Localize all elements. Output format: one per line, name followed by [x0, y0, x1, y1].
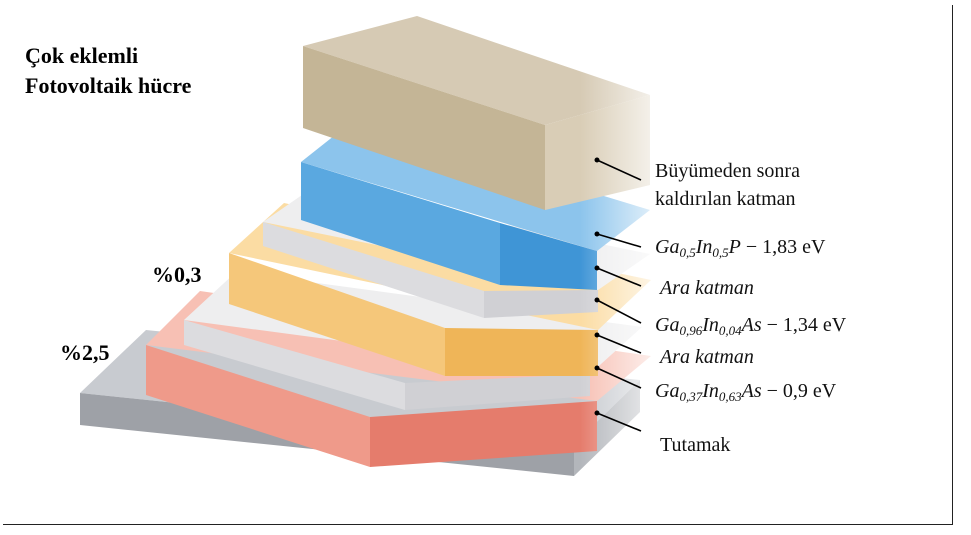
title-line-2: Fotovoltaik hücre [25, 73, 192, 98]
label-gainas-0-37: Ga0,37In0,63As − 0,9 eV [655, 377, 836, 411]
label-gainas-0-96: Ga0,96In0,04As − 1,34 eV [655, 311, 846, 345]
label-gainp: Ga0,5In0,5P − 1,83 eV [655, 233, 825, 267]
title-line-1: Çok eklemli [25, 43, 139, 68]
formula-sub1: 0,96 [679, 323, 703, 338]
label-handle: Tutamak [660, 434, 731, 456]
thickness-upper: %0,3 [152, 262, 202, 287]
leader-gainp [596, 233, 642, 248]
formula-sub2: 0,5 [712, 245, 729, 260]
formula-el3: As [741, 314, 762, 336]
diagram-title: Çok eklemli Fotovoltaik hücre [25, 41, 191, 101]
leader-handle [596, 412, 642, 432]
formula-el1: Ga [655, 380, 680, 402]
label-ara-katman-2: Ara katman [660, 346, 754, 368]
label-removed-line-1: Büyümeden sonra [655, 160, 800, 182]
formula-sub2: 0,63 [718, 389, 742, 404]
label-removed-layer: Büyümeden sonra kaldırılan katman [655, 157, 800, 213]
formula-el3: As [741, 380, 762, 402]
formula-el2: In [695, 236, 713, 258]
formula-sub1: 0,37 [679, 389, 703, 404]
label-ara-katman-1: Ara katman [660, 277, 754, 299]
leader-ara-2 [596, 334, 642, 354]
leader-gainas-1 [596, 299, 642, 324]
formula-energy: − 1,83 eV [740, 236, 826, 258]
formula-sub1: 0,5 [679, 245, 696, 260]
formula-el3: P [728, 236, 741, 258]
formula-el2: In [702, 380, 719, 402]
leader-removed [596, 159, 642, 181]
leader-gainas-2 [596, 367, 642, 389]
fade-overlay [470, 0, 670, 480]
formula-energy: − 1,34 eV [761, 314, 847, 336]
formula-sub2: 0,04 [718, 323, 742, 338]
formula-el1: Ga [655, 314, 680, 336]
figure-frame [3, 5, 953, 525]
formula-energy: − 0,9 eV [761, 380, 837, 402]
formula-el1: Ga [655, 236, 680, 258]
thickness-lower: %2,5 [60, 340, 110, 365]
label-removed-line-2: kaldırılan katman [655, 188, 796, 210]
leader-ara-1 [596, 267, 642, 287]
formula-el2: In [702, 314, 719, 336]
leader-lines [594, 157, 642, 432]
